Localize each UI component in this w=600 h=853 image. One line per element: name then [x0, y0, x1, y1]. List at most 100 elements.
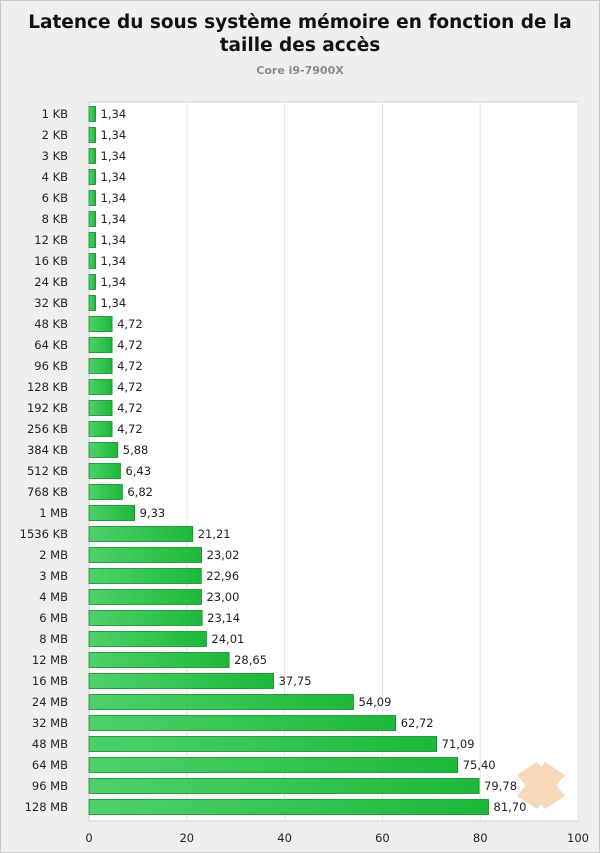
category-label: 512 KB — [27, 464, 68, 478]
category-label: 2 MB — [39, 548, 68, 562]
category-label: 256 KB — [27, 422, 68, 436]
bar — [88, 421, 113, 437]
value-label: 4,72 — [117, 359, 143, 373]
category-label: 12 KB — [34, 233, 68, 247]
category-label: 12 MB — [32, 653, 68, 667]
category-label: 96 MB — [32, 779, 68, 793]
bar — [88, 106, 96, 122]
value-label: 23,00 — [206, 590, 239, 604]
category-label: 2 KB — [42, 128, 69, 142]
bar — [88, 694, 354, 710]
category-label: 8 KB — [42, 212, 69, 226]
value-label: 1,34 — [101, 233, 127, 247]
category-label: 4 MB — [39, 590, 68, 604]
x-tick-label: 20 — [179, 831, 194, 845]
x-tick-label: 60 — [375, 831, 390, 845]
value-label: 1,34 — [101, 254, 127, 268]
x-axis-ticks: 0 20 40 60 80 100 — [85, 831, 589, 845]
value-label: 79,78 — [484, 779, 517, 793]
category-label: 48 KB — [34, 317, 68, 331]
bar — [88, 547, 202, 563]
category-label: 3 MB — [39, 569, 68, 583]
x-tick-label: 80 — [473, 831, 488, 845]
bar — [88, 169, 96, 185]
bar — [88, 568, 202, 584]
category-label: 128 MB — [25, 800, 69, 814]
category-label: 1 MB — [39, 506, 68, 520]
bar — [88, 337, 113, 353]
bar — [88, 631, 207, 647]
value-label: 81,70 — [494, 800, 527, 814]
category-label: 768 KB — [27, 485, 68, 499]
bar — [88, 463, 121, 479]
bar — [88, 799, 489, 815]
bar — [88, 484, 123, 500]
category-label: 64 KB — [34, 338, 68, 352]
value-label: 1,34 — [101, 191, 127, 205]
value-label: 54,09 — [359, 695, 392, 709]
bar — [88, 778, 480, 794]
bar — [88, 274, 96, 290]
value-label: 28,65 — [234, 653, 267, 667]
value-label: 4,72 — [117, 401, 143, 415]
x-tick-label: 40 — [277, 831, 292, 845]
bar — [88, 127, 96, 143]
category-label: 16 KB — [34, 254, 68, 268]
watermark-logo — [517, 762, 565, 809]
value-label: 22,96 — [206, 569, 239, 583]
value-label: 4,72 — [117, 380, 143, 394]
bar — [88, 589, 202, 605]
bar — [88, 253, 96, 269]
category-label: 32 MB — [32, 716, 68, 730]
category-labels: 1 KB 2 KB 3 KB 4 KB 6 KB 8 KB 12 KB 16 KB 24 KB 3… — [20, 107, 68, 814]
bar — [88, 190, 96, 206]
x-tick-label: 0 — [85, 831, 92, 845]
value-label: 1,34 — [101, 107, 127, 121]
bar — [88, 757, 459, 773]
bar — [88, 400, 113, 416]
category-label: 16 MB — [32, 674, 68, 688]
value-label: 23,14 — [207, 611, 240, 625]
value-label: 23,02 — [207, 548, 240, 562]
value-label: 4,72 — [117, 317, 143, 331]
value-label: 1,34 — [101, 128, 127, 142]
category-label: 1 KB — [42, 107, 69, 121]
chart-title: Latence du sous système mémoire en fonct… — [0, 11, 600, 57]
value-label: 62,72 — [401, 716, 434, 730]
value-label: 1,34 — [101, 275, 127, 289]
category-label: 1536 KB — [20, 527, 68, 541]
value-label: 5,88 — [123, 443, 149, 457]
chart-title-line-1: Latence du sous système mémoire en fonct… — [28, 12, 572, 33]
watermark-shape — [517, 762, 565, 809]
category-label: 192 KB — [27, 401, 68, 415]
bar — [88, 652, 230, 668]
category-label: 128 KB — [27, 380, 68, 394]
value-label: 75,40 — [463, 758, 496, 772]
category-label: 48 MB — [32, 737, 68, 751]
value-labels: 1,34 1,34 1,34 1,34 1,34 1,34 1,34 1,34 1,34 1,34… — [101, 107, 527, 814]
bar — [88, 610, 203, 626]
category-label: 24 MB — [32, 695, 68, 709]
bar — [88, 379, 113, 395]
bar — [88, 148, 96, 164]
value-label: 37,75 — [279, 674, 312, 688]
category-label: 384 KB — [27, 443, 68, 457]
value-label: 9,33 — [140, 506, 166, 520]
category-label: 64 MB — [32, 758, 68, 772]
category-label: 4 KB — [42, 170, 69, 184]
bar — [88, 295, 96, 311]
bar — [88, 442, 119, 458]
value-label: 1,34 — [101, 296, 127, 310]
chart-title-line-2: taille des accès — [219, 35, 381, 56]
chart-subtitle: Core i9-7900X — [256, 64, 344, 77]
bar — [88, 232, 96, 248]
bar — [88, 673, 274, 689]
value-label: 1,34 — [101, 212, 127, 226]
bar — [88, 505, 136, 521]
value-label: 4,72 — [117, 422, 143, 436]
x-tick-label: 100 — [567, 831, 589, 845]
category-label: 32 KB — [34, 296, 68, 310]
category-label: 96 KB — [34, 359, 68, 373]
value-label: 4,72 — [117, 338, 143, 352]
